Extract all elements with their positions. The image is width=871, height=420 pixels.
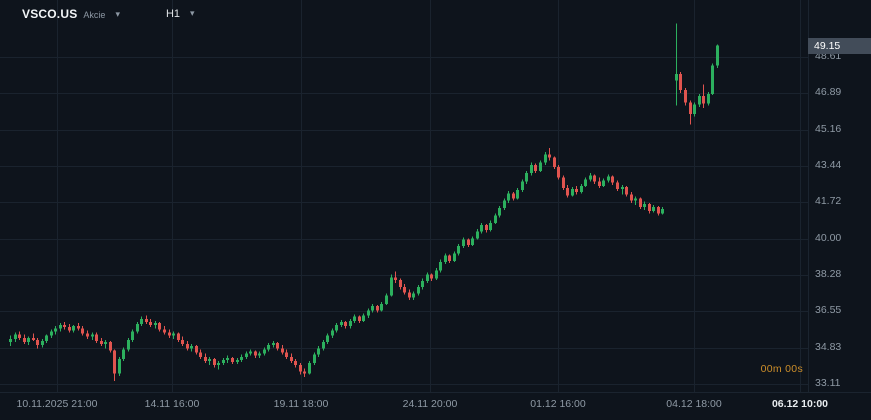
time-axis-label: 04.12 18:00	[666, 398, 722, 410]
time-axis-label: 24.11 20:00	[402, 398, 458, 410]
price-axis-label: 33.11	[815, 377, 841, 389]
chevron-down-icon: ▾	[115, 9, 120, 19]
price-axis[interactable]: 48.61 46.89 45.16 43.44 41.72 40.00 38.28 36.55…	[808, 0, 871, 392]
time-axis-label: 01.12 16:00	[530, 398, 586, 410]
price-axis-label: 36.55	[815, 304, 842, 317]
price-axis-label: 40.00	[815, 231, 842, 244]
timeframe-label: H1	[165, 8, 181, 20]
time-axis[interactable]: 10.11.2025 21:00 14.11 16:00 19.11 18:00 24…	[0, 392, 871, 420]
time-axis-label: 19.11 18:00	[273, 398, 329, 410]
current-price-tag: 49.15	[808, 37, 871, 54]
price-axis-label: 45.16	[815, 122, 842, 135]
instrument-selector[interactable]: VSCO.US Akcie ▾	[22, 7, 120, 21]
time-axis-label-current: 06.12 10:00	[771, 398, 829, 410]
chevron-down-icon: ▾	[190, 7, 195, 18]
instrument-symbol: VSCO.US	[22, 7, 78, 21]
candle-countdown: 00m 00s	[760, 363, 803, 375]
price-axis-label: 38.28	[815, 267, 842, 280]
time-axis-label: 10.11.2025 21:00	[16, 398, 98, 410]
price-axis-label: 46.89	[815, 86, 842, 99]
price-axis-label: 34.83	[815, 340, 842, 353]
price-axis-label: 43.44	[815, 159, 842, 172]
time-axis-label: 14.11 16:00	[144, 398, 200, 410]
instrument-type-label: Akcie	[83, 10, 106, 20]
chart-header: VSCO.US Akcie ▾ H1 ▾	[22, 7, 195, 21]
timeframe-selector[interactable]: H1 ▾	[166, 8, 195, 20]
price-axis-label: 41.72	[815, 195, 842, 208]
